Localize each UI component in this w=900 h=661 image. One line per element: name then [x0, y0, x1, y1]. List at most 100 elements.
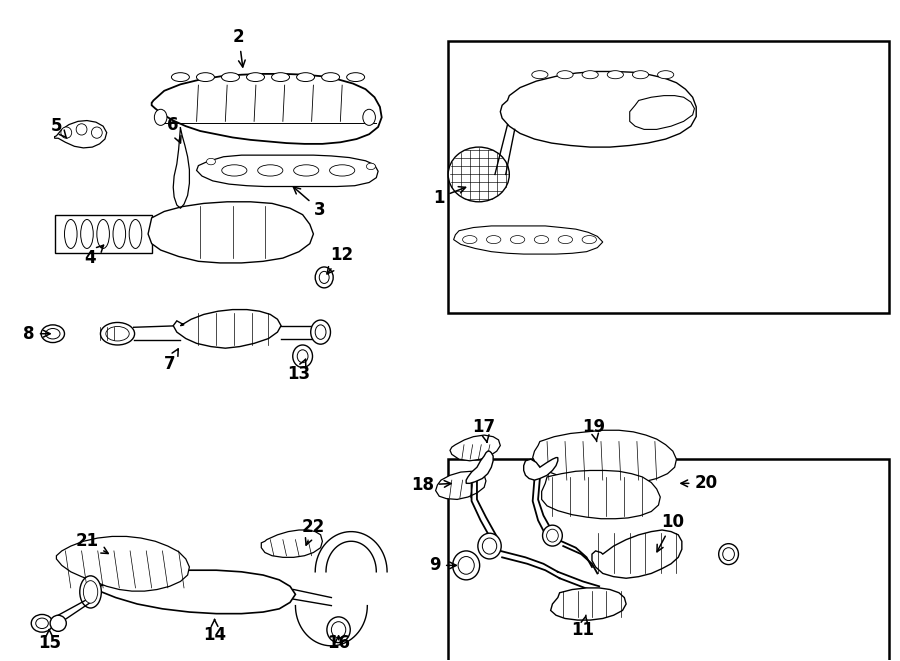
Ellipse shape: [366, 163, 375, 170]
Polygon shape: [55, 215, 152, 253]
Ellipse shape: [97, 219, 110, 249]
Polygon shape: [450, 435, 500, 461]
Ellipse shape: [50, 615, 67, 631]
Ellipse shape: [36, 618, 49, 629]
Ellipse shape: [80, 576, 102, 608]
Ellipse shape: [81, 219, 94, 249]
Text: 1: 1: [433, 186, 465, 207]
Ellipse shape: [543, 525, 562, 546]
Ellipse shape: [76, 124, 87, 135]
Ellipse shape: [257, 165, 283, 176]
Ellipse shape: [41, 325, 65, 342]
Ellipse shape: [297, 350, 308, 363]
Polygon shape: [500, 71, 697, 147]
Text: 14: 14: [203, 619, 226, 644]
Ellipse shape: [510, 235, 525, 244]
Polygon shape: [173, 309, 281, 348]
Ellipse shape: [32, 615, 53, 632]
Ellipse shape: [206, 159, 215, 165]
Text: 2: 2: [233, 28, 245, 67]
Polygon shape: [454, 226, 603, 254]
Ellipse shape: [321, 73, 339, 81]
Ellipse shape: [320, 272, 329, 284]
Ellipse shape: [719, 543, 739, 564]
Ellipse shape: [346, 73, 364, 81]
Polygon shape: [436, 471, 486, 500]
Ellipse shape: [106, 327, 130, 341]
Text: 17: 17: [472, 418, 496, 442]
Ellipse shape: [557, 71, 573, 79]
Text: 20: 20: [681, 475, 717, 492]
Text: 18: 18: [410, 476, 451, 494]
Ellipse shape: [221, 165, 247, 176]
Text: 12: 12: [327, 246, 354, 274]
Ellipse shape: [482, 538, 497, 554]
Ellipse shape: [272, 73, 290, 81]
Polygon shape: [524, 457, 558, 480]
Text: 8: 8: [23, 325, 50, 342]
Ellipse shape: [558, 235, 572, 244]
Text: 7: 7: [164, 349, 178, 373]
Ellipse shape: [310, 320, 330, 344]
Ellipse shape: [92, 127, 103, 138]
Ellipse shape: [247, 73, 265, 81]
Polygon shape: [55, 120, 107, 148]
Ellipse shape: [61, 127, 72, 138]
Text: 3: 3: [293, 187, 326, 219]
Ellipse shape: [171, 73, 189, 81]
Polygon shape: [542, 471, 661, 519]
Ellipse shape: [221, 73, 239, 81]
Ellipse shape: [458, 557, 474, 574]
Polygon shape: [89, 570, 295, 613]
Text: 9: 9: [429, 557, 456, 574]
Ellipse shape: [84, 580, 98, 603]
Polygon shape: [152, 74, 382, 144]
Ellipse shape: [463, 235, 477, 244]
Ellipse shape: [633, 71, 649, 79]
Ellipse shape: [113, 219, 126, 249]
Text: 4: 4: [85, 245, 104, 267]
Ellipse shape: [608, 71, 624, 79]
Polygon shape: [533, 430, 677, 483]
Ellipse shape: [535, 235, 549, 244]
Ellipse shape: [329, 165, 355, 176]
Ellipse shape: [723, 548, 734, 561]
Polygon shape: [466, 451, 493, 483]
Ellipse shape: [292, 345, 312, 368]
Polygon shape: [630, 96, 695, 130]
Text: 15: 15: [38, 630, 60, 652]
Text: 10: 10: [657, 513, 684, 552]
Ellipse shape: [315, 267, 333, 288]
Ellipse shape: [582, 71, 599, 79]
Bar: [448, 459, 888, 661]
Ellipse shape: [448, 147, 509, 202]
Ellipse shape: [101, 323, 135, 345]
Ellipse shape: [130, 219, 142, 249]
Ellipse shape: [293, 165, 319, 176]
Polygon shape: [551, 588, 626, 620]
Ellipse shape: [327, 617, 350, 642]
Text: 11: 11: [572, 615, 595, 639]
Ellipse shape: [453, 551, 480, 580]
Text: 6: 6: [167, 116, 181, 143]
Polygon shape: [196, 155, 378, 186]
Ellipse shape: [46, 329, 60, 339]
Ellipse shape: [65, 219, 77, 249]
Ellipse shape: [487, 235, 501, 244]
Polygon shape: [148, 202, 313, 263]
Text: 21: 21: [76, 532, 108, 553]
Ellipse shape: [478, 533, 501, 559]
Ellipse shape: [532, 71, 548, 79]
Ellipse shape: [363, 109, 375, 126]
Ellipse shape: [155, 109, 166, 126]
Polygon shape: [261, 530, 322, 557]
Polygon shape: [57, 537, 189, 591]
Text: 16: 16: [327, 634, 350, 652]
Ellipse shape: [315, 325, 326, 339]
Polygon shape: [592, 530, 682, 578]
Ellipse shape: [331, 622, 346, 638]
Bar: [448, 41, 888, 313]
Ellipse shape: [582, 235, 597, 244]
Text: 22: 22: [302, 518, 325, 545]
Text: 19: 19: [582, 418, 606, 442]
